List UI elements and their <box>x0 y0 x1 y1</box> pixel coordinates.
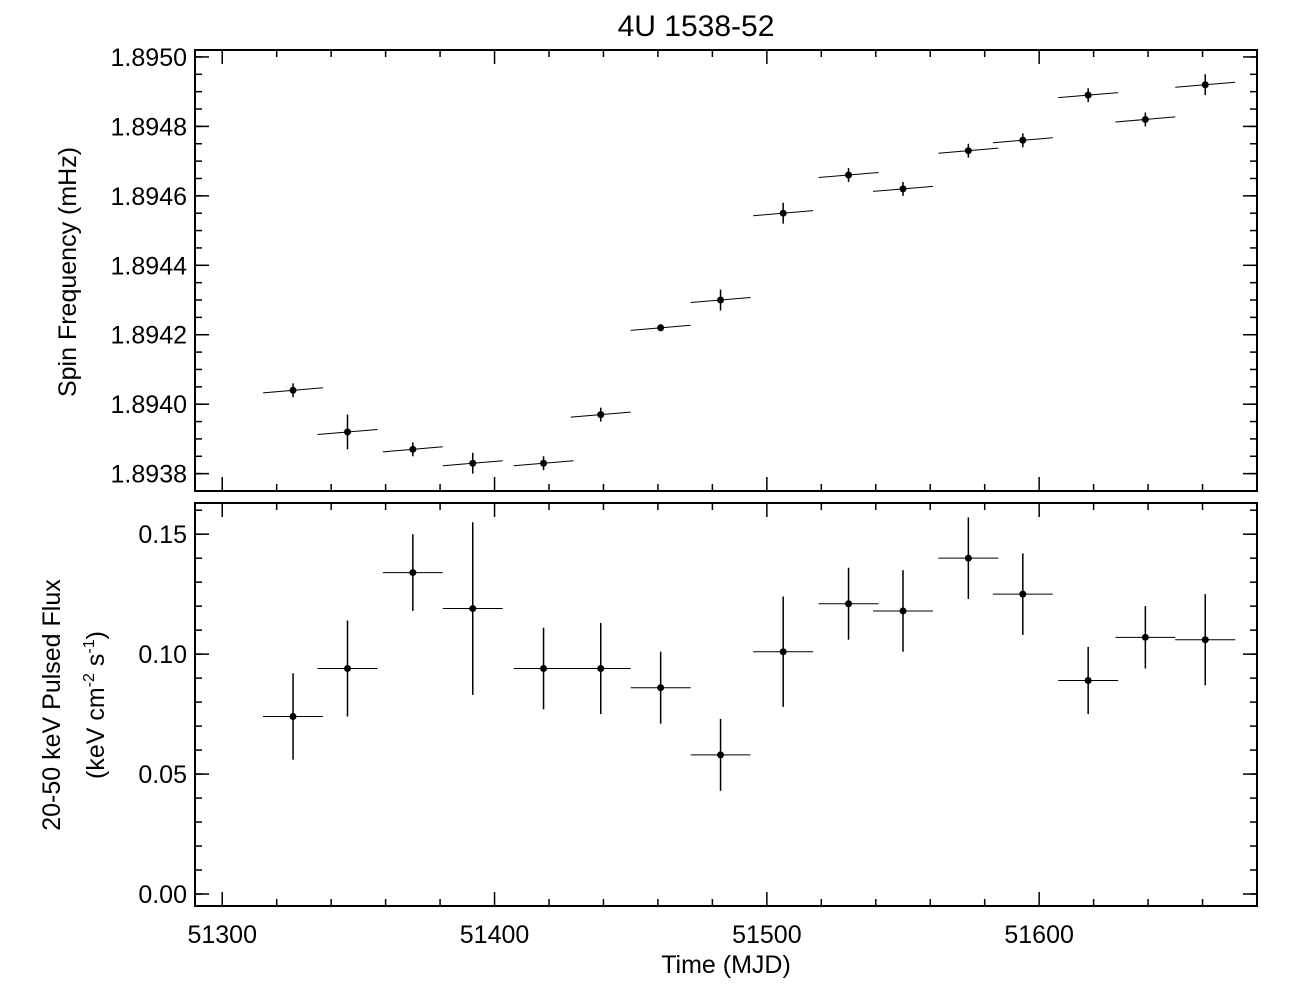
bottom-y-axis-label-line2: (keV cm-2 s-1) <box>81 631 110 779</box>
top-y-axis-label: Spin Frequency (mHz) <box>54 147 82 397</box>
bottom-data-point <box>409 569 417 577</box>
bottom-data-point <box>289 712 297 720</box>
top-data-point <box>343 428 351 436</box>
top-y-tick-label: 1.8944 <box>111 252 188 280</box>
y-unit-prefix: (keV cm <box>82 687 110 779</box>
top-ticks: 1.8938 1.8940 1.8942 1.8944 1.8946 1.8948 1.89… <box>111 44 1258 492</box>
bottom-data-points <box>263 517 1236 791</box>
top-data-point <box>409 445 417 453</box>
y-unit-mid: s <box>82 654 110 673</box>
bottom-y-axis-label-line1: 20-50 keV Pulsed Flux <box>38 579 66 831</box>
bottom-data-point <box>469 605 477 613</box>
bottom-data-point <box>597 665 605 673</box>
top-data-point <box>289 386 297 394</box>
bottom-data-point <box>779 648 787 656</box>
top-data-point <box>597 411 605 419</box>
top-y-tick-label: 1.8938 <box>111 461 187 489</box>
x-tick-label: 51300 <box>187 921 257 949</box>
top-y-tick-label: 1.8950 <box>111 44 187 72</box>
bottom-data-point <box>964 554 972 562</box>
bottom-y-tick-label: 0.00 <box>138 881 187 909</box>
bottom-data-point <box>899 607 907 615</box>
top-plot-frame <box>194 49 1258 492</box>
bottom-data-point <box>1019 590 1027 598</box>
top-data-point <box>657 324 665 332</box>
top-data-point <box>717 296 725 304</box>
x-tick-label: 51400 <box>460 921 530 949</box>
top-data-point <box>779 209 787 217</box>
top-data-point <box>540 459 548 467</box>
top-data-point <box>1141 115 1149 123</box>
bottom-y-tick-label: 0.05 <box>138 761 187 789</box>
y-unit-suffix: ) <box>82 631 110 639</box>
x-tick-label: 51600 <box>1004 921 1074 949</box>
bottom-y-tick-label: 0.10 <box>138 641 187 669</box>
top-data-point <box>1201 81 1209 89</box>
top-data-point <box>469 459 477 467</box>
bottom-data-point <box>1084 677 1092 685</box>
y-unit-exp2: -1 <box>81 639 98 653</box>
top-data-point <box>899 185 907 193</box>
bottom-data-point <box>1141 633 1149 641</box>
top-data-points <box>263 74 1236 474</box>
bottom-panel: 51300 51400 51500 51600 0.00 0.05 0.10 0.15 20-… <box>38 502 1258 979</box>
top-y-tick-label: 1.8948 <box>111 113 187 141</box>
top-y-tick-label: 1.8942 <box>111 322 187 350</box>
y-unit-exp1: -2 <box>81 673 98 687</box>
bottom-data-point <box>657 684 665 692</box>
bottom-data-point <box>343 665 351 673</box>
x-axis-label: Time (MJD) <box>661 951 791 979</box>
x-tick-label: 51500 <box>732 921 802 949</box>
bottom-data-point <box>717 751 725 759</box>
top-panel: 1.8938 1.8940 1.8942 1.8944 1.8946 1.8948 1.89… <box>54 44 1258 492</box>
bottom-data-point <box>845 600 853 608</box>
bottom-data-point <box>1201 636 1209 644</box>
bottom-plot-frame <box>194 502 1258 907</box>
bottom-y-tick-label: 0.15 <box>138 521 187 549</box>
top-data-point <box>964 147 972 155</box>
top-data-point <box>1084 91 1092 99</box>
bottom-data-point <box>540 665 548 673</box>
chart-title: 4U 1538-52 <box>618 10 775 43</box>
top-y-tick-label: 1.8940 <box>111 391 187 419</box>
top-data-point <box>1019 136 1027 144</box>
top-y-tick-label: 1.8946 <box>111 183 187 211</box>
top-data-point <box>845 171 853 179</box>
bottom-ticks: 51300 51400 51500 51600 0.00 0.05 0.10 0.15 <box>138 503 1258 949</box>
